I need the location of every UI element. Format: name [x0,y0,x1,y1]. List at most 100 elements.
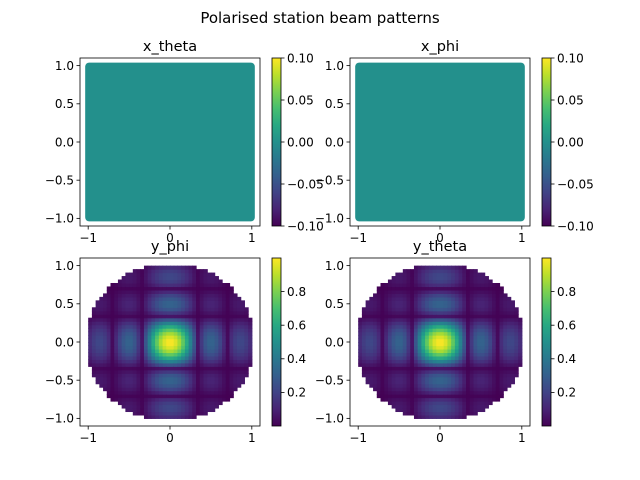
heatmap-cell [436,390,441,395]
heatmap-cell [91,366,97,371]
heatmap-cell [458,276,463,281]
heatmap-cell [103,373,108,378]
heatmap-cell [155,352,160,357]
heatmap-cell [395,397,400,402]
heatmap-cell [473,335,478,340]
heatmap-cell [95,359,100,364]
heatmap-cell [158,362,164,367]
heatmap-cell [170,282,175,288]
heatmap-cell [166,286,171,291]
heatmap-cell [162,310,167,315]
heatmap-cell [173,269,179,274]
x-tick-label: 0 [436,231,444,245]
x-tick-label: 0 [166,431,174,445]
heatmap-cell [484,314,489,319]
heatmap-cell [428,265,434,270]
heatmap-cell [218,366,223,371]
heatmap-cell [110,397,115,402]
heatmap-cell [421,373,426,378]
heatmap-cell [410,310,415,315]
heatmap-cell [225,352,231,357]
heatmap-cell [492,282,497,288]
heatmap-cell [391,335,396,340]
heatmap-cell [406,289,411,295]
heatmap-cell [440,394,445,399]
heatmap-cell [451,269,456,274]
heatmap-cell [110,289,115,295]
heatmap-cell [173,345,179,350]
heatmap-cell [199,289,205,295]
heatmap-cell [413,331,419,336]
colorbar-tick-label: 0.10 [557,51,584,65]
heatmap-cell [199,314,205,319]
heatmap-cell [218,317,223,322]
heatmap-cell [207,383,212,388]
heatmap-cell [114,359,119,364]
heatmap-cell [114,286,119,291]
heatmap-cell [162,352,167,357]
heatmap-cell [499,373,504,378]
heatmap-cell [132,380,138,385]
heatmap-cell [428,383,434,388]
heatmap-cell [173,279,179,284]
heatmap-cell [488,338,493,343]
heatmap-cell [413,373,419,378]
heatmap-cell [469,272,475,277]
heatmap-cell [384,397,389,402]
heatmap-cell [473,296,478,301]
heatmap-cell [192,394,197,399]
heatmap-cell [199,307,205,312]
heatmap-cell [240,324,245,329]
heatmap-cell [410,279,415,284]
heatmap-cell [170,276,175,281]
heatmap-cell [158,296,164,301]
heatmap-cell [248,324,253,329]
heatmap-cell [443,401,449,406]
heatmap-cell [181,289,186,295]
heatmap-cell [236,369,242,374]
heatmap-cell [391,279,396,284]
heatmap-cell [181,390,186,395]
heatmap-cell [214,338,219,343]
heatmap-cell [447,321,452,326]
heatmap-cell [121,286,126,291]
heatmap-cell [199,300,205,305]
heatmap-cell [166,366,171,371]
heatmap-cell [192,376,197,381]
heatmap-cell [421,411,426,416]
heatmap-cell [181,296,186,301]
heatmap-cell [143,390,149,395]
heatmap-cell [196,338,201,343]
heatmap-cell [484,380,489,385]
heatmap-cell [155,293,160,298]
heatmap-cell [166,296,171,301]
heatmap-cell [222,390,227,395]
heatmap-cell [151,296,156,301]
heatmap-cell [140,335,145,340]
heatmap-cell [88,362,93,367]
heatmap-cell [218,279,223,284]
heatmap-cell [91,338,97,343]
heatmap-cell [443,342,449,347]
heatmap-cell [151,286,156,291]
heatmap-cell [147,303,153,308]
heatmap-cell [147,335,153,340]
heatmap-cell [236,342,242,347]
heatmap-cell [413,345,419,350]
heatmap-cell [117,324,123,329]
heatmap-cell [132,338,138,343]
heatmap-cell [147,282,153,288]
heatmap-cell [173,387,179,392]
heatmap-cell [387,394,393,399]
heatmap-cell [188,387,193,392]
heatmap-cell [395,300,400,305]
heatmap-cell [495,369,501,374]
heatmap-cell [151,404,156,409]
heatmap-cell [203,289,208,295]
heatmap-cell [436,307,441,312]
heatmap-cell [473,401,478,406]
heatmap-cell [492,286,497,291]
heatmap-cell [162,380,167,385]
heatmap-cell [436,348,441,354]
heatmap-cell [214,331,219,336]
